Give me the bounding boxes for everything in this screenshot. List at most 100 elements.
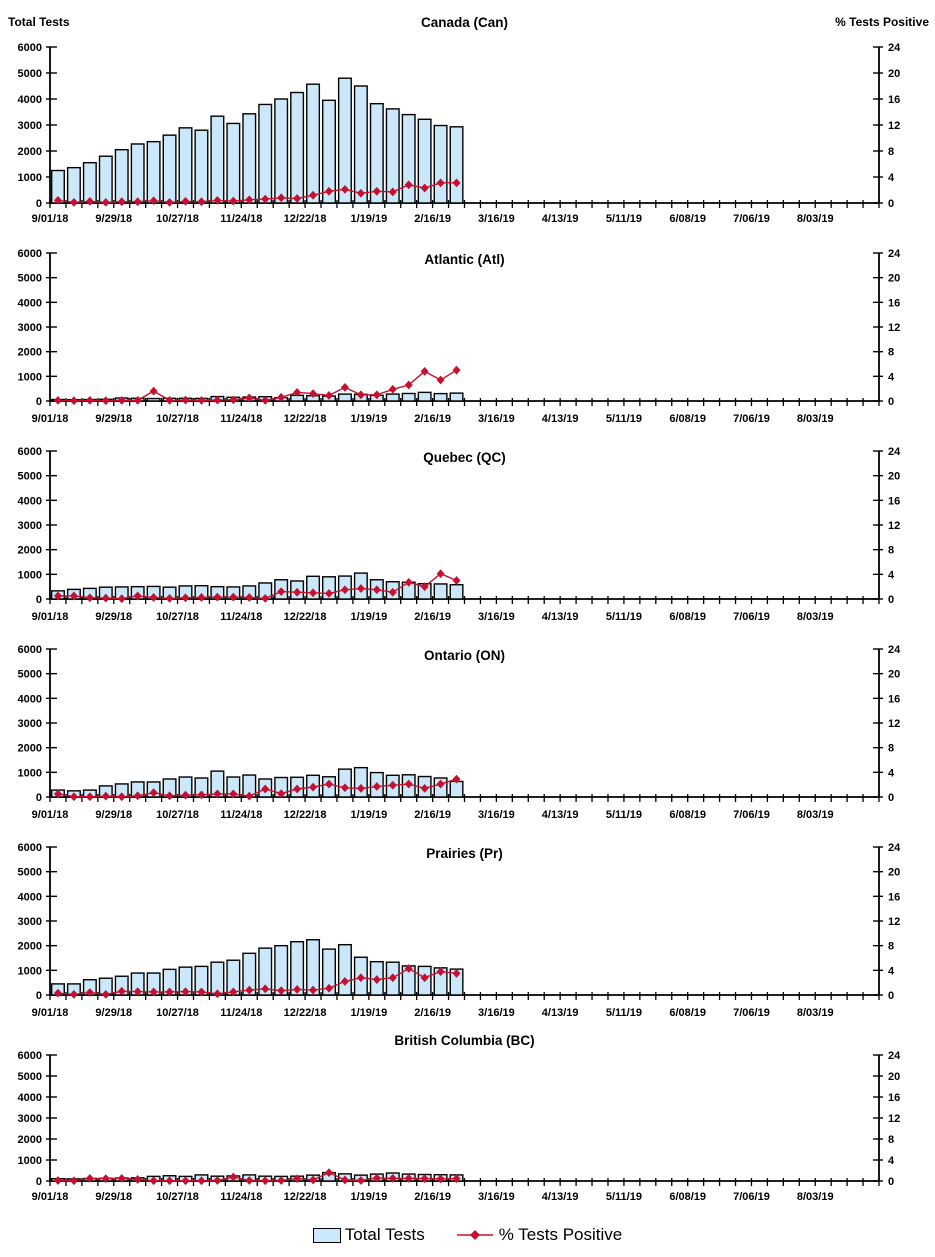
svg-text:11/24/18: 11/24/18	[220, 809, 262, 821]
svg-text:12/22/18: 12/22/18	[284, 611, 327, 623]
svg-text:3000: 3000	[18, 120, 42, 132]
svg-text:3/16/19: 3/16/19	[478, 809, 515, 821]
svg-text:6000: 6000	[18, 248, 42, 260]
x-axis-ticks	[49, 200, 880, 208]
svg-text:3000: 3000	[18, 1113, 42, 1125]
svg-text:8: 8	[888, 743, 894, 755]
legend-item-pct-positive: % Tests Positive	[455, 1225, 622, 1245]
svg-text:5000: 5000	[18, 1071, 42, 1083]
svg-text:4: 4	[888, 371, 895, 383]
svg-text:6000: 6000	[18, 1050, 42, 1062]
svg-text:11/24/18: 11/24/18	[220, 611, 262, 623]
svg-text:0: 0	[36, 1176, 42, 1188]
svg-text:2/16/19: 2/16/19	[414, 1007, 451, 1019]
bars-total-tests	[50, 939, 464, 996]
svg-text:12: 12	[888, 1113, 900, 1125]
svg-text:5/11/19: 5/11/19	[606, 1007, 642, 1019]
svg-text:3/16/19: 3/16/19	[478, 213, 515, 225]
svg-text:10/27/18: 10/27/18	[156, 213, 199, 225]
svg-text:4000: 4000	[18, 891, 42, 903]
svg-text:10/27/18: 10/27/18	[156, 809, 199, 821]
svg-text:6000: 6000	[18, 644, 42, 656]
svg-text:16: 16	[888, 495, 900, 507]
chart-panel-british-columbia: British Columbia (BC) 0 1000 2000 3000 4000 50…	[0, 1028, 935, 1213]
svg-text:12: 12	[888, 520, 900, 532]
chart-title-canada: Canada (Can)	[421, 15, 508, 30]
svg-text:12: 12	[888, 916, 900, 928]
svg-text:7/06/19: 7/06/19	[733, 413, 770, 425]
svg-text:6000: 6000	[18, 42, 42, 54]
svg-text:3/16/19: 3/16/19	[478, 611, 515, 623]
svg-text:12/22/18: 12/22/18	[284, 809, 327, 821]
svg-text:8/03/19: 8/03/19	[797, 1007, 834, 1019]
markers-pct-positive	[53, 569, 461, 604]
left-axis-ticks: 0 1000 2000 3000 4000 5000 6000	[18, 842, 57, 1002]
svg-text:9/01/18: 9/01/18	[32, 809, 69, 821]
svg-text:2/16/19: 2/16/19	[414, 213, 451, 225]
svg-text:3000: 3000	[18, 718, 42, 730]
x-axis-labels: 9/01/18 9/29/18 10/27/18 11/24/18 12/22/18 1/…	[32, 413, 834, 425]
svg-text:3000: 3000	[18, 322, 42, 334]
svg-text:20: 20	[888, 669, 900, 681]
svg-text:4: 4	[888, 965, 895, 977]
chart-svg-canada: Canada (Can) Total Tests % Tests Positive 0…	[8, 15, 929, 225]
svg-text:7/06/19: 7/06/19	[733, 213, 770, 225]
svg-text:6/08/19: 6/08/19	[669, 413, 706, 425]
svg-text:1000: 1000	[18, 1155, 42, 1167]
svg-text:2/16/19: 2/16/19	[414, 413, 451, 425]
left-axis-ticks: 0 1000 2000 3000 4000 5000 6000	[18, 1050, 57, 1188]
svg-text:12: 12	[888, 120, 900, 132]
axes	[49, 649, 880, 798]
chart-panel-ontario: Ontario (ON) 0 1000 2000 3000 4000 5000 6000 0 4 8…	[0, 632, 935, 830]
bars-total-tests	[50, 572, 464, 600]
svg-text:16: 16	[888, 1092, 900, 1104]
svg-text:9/01/18: 9/01/18	[32, 213, 69, 225]
svg-text:10/27/18: 10/27/18	[156, 1191, 199, 1203]
svg-text:4000: 4000	[18, 495, 42, 507]
svg-text:0: 0	[888, 792, 894, 804]
svg-text:4: 4	[888, 172, 895, 184]
svg-text:4/13/19: 4/13/19	[542, 1007, 579, 1019]
svg-text:1/19/19: 1/19/19	[350, 1007, 387, 1019]
svg-text:10/27/18: 10/27/18	[156, 1007, 199, 1019]
chart-svg-ontario: Ontario (ON) 0 1000 2000 3000 4000 5000 6000 0 4 8…	[18, 644, 902, 821]
x-axis-ticks	[49, 1178, 880, 1186]
svg-text:3000: 3000	[18, 916, 42, 928]
svg-text:9/29/18: 9/29/18	[95, 611, 132, 623]
svg-text:4: 4	[888, 1155, 895, 1167]
svg-text:8: 8	[888, 941, 894, 953]
svg-text:10/27/18: 10/27/18	[156, 413, 199, 425]
svg-text:12: 12	[888, 322, 900, 334]
svg-text:16: 16	[888, 297, 900, 309]
svg-text:5/11/19: 5/11/19	[606, 413, 642, 425]
markers-pct-positive	[53, 964, 461, 999]
line-marker-icon	[456, 1230, 493, 1240]
svg-text:5000: 5000	[18, 273, 42, 285]
svg-text:5000: 5000	[18, 669, 42, 681]
right-axis-title: % Tests Positive	[835, 15, 929, 29]
svg-text:3/16/19: 3/16/19	[478, 413, 515, 425]
svg-text:9/29/18: 9/29/18	[95, 809, 132, 821]
svg-text:2000: 2000	[18, 347, 42, 359]
svg-text:3/16/19: 3/16/19	[478, 1191, 515, 1203]
x-axis-labels: 9/01/18 9/29/18 10/27/18 11/24/18 12/22/18 1/…	[32, 213, 834, 225]
svg-text:24: 24	[888, 248, 901, 260]
x-axis-ticks	[49, 794, 880, 802]
svg-text:3/16/19: 3/16/19	[478, 1007, 515, 1019]
svg-text:1/19/19: 1/19/19	[350, 213, 387, 225]
chart-svg-british-columbia: British Columbia (BC) 0 1000 2000 3000 4000 50…	[18, 1033, 902, 1203]
left-axis-ticks: 0 1000 2000 3000 4000 5000 6000	[18, 446, 57, 606]
svg-text:24: 24	[888, 1050, 901, 1062]
markers-pct-positive	[53, 774, 461, 802]
svg-text:12: 12	[888, 718, 900, 730]
chart-panel-atlantic: Atlantic (Atl) 0 1000 2000 3000 4000 5000 6000 0…	[0, 236, 935, 434]
right-axis-ticks: 0 4 8 12 16 20 24	[873, 644, 901, 804]
svg-text:6/08/19: 6/08/19	[669, 213, 706, 225]
svg-text:20: 20	[888, 273, 900, 285]
svg-text:24: 24	[888, 42, 901, 54]
svg-text:4/13/19: 4/13/19	[542, 213, 579, 225]
x-axis-labels: 9/01/18 9/29/18 10/27/18 11/24/18 12/22/18 1/…	[32, 1191, 834, 1203]
svg-text:1/19/19: 1/19/19	[350, 611, 387, 623]
svg-text:8/03/19: 8/03/19	[797, 611, 834, 623]
chart-title-ontario: Ontario (ON)	[424, 648, 505, 663]
